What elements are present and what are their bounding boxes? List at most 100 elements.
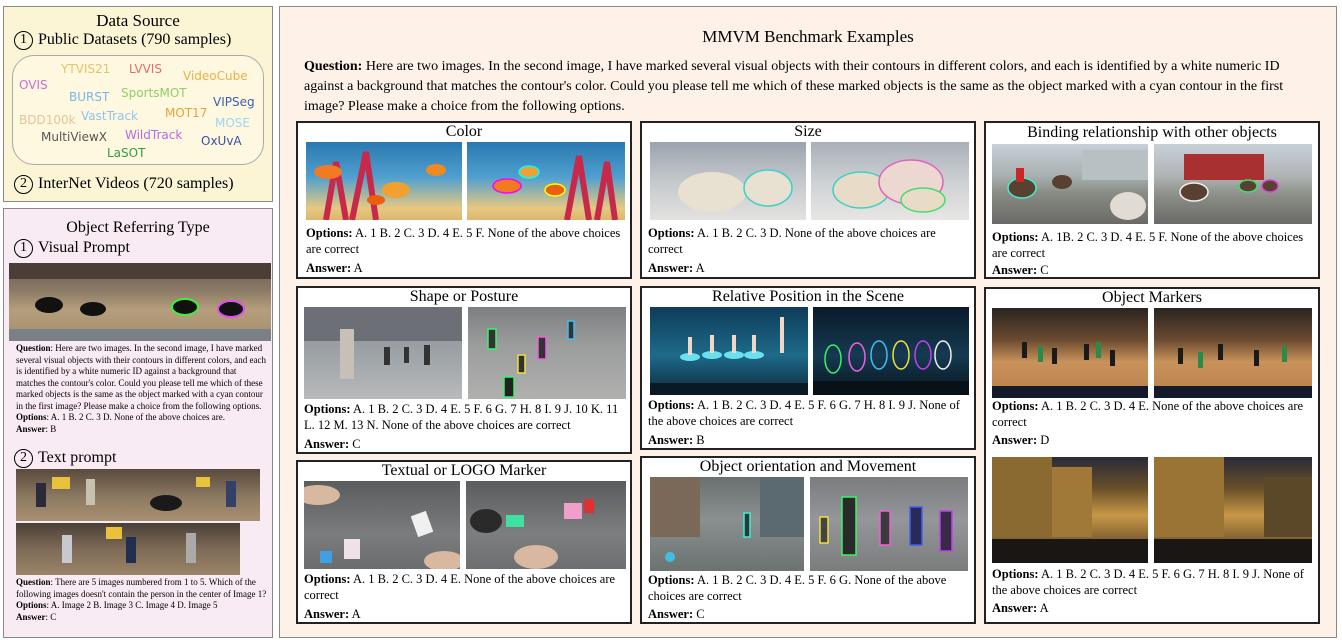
answer-text: B [693,433,705,447]
plaza-figure-2 [487,320,575,398]
text-prompt-label: 2 Text prompt [14,449,116,468]
shape-options: Options: A. 1 B. 2 C. 3 D. 4 E. 5 F. 6 G… [304,401,628,433]
dataset-tag: YTVIS21 [61,62,111,76]
orient-options: Options: A. 1 B. 2 C. 3 D. 4 E. 5 F. 6 G… [648,572,972,604]
dataset-tag: VIPSeg [213,95,255,109]
rodeo-image-bottom [16,523,240,575]
bull-arena-image [9,263,271,341]
dataset-tag: SportsMOT [121,86,187,100]
night-street-image-2 [1154,457,1312,563]
options-text: : A. 1 B. 2 C. 3 D. None of the above ch… [46,412,225,422]
answer-label: Answer: [992,601,1038,615]
textual-title: Textual or LOGO Marker [381,462,547,479]
options-label: Options: [306,226,353,240]
answer-label: Answer: [648,607,694,621]
horse-race-image-1 [992,144,1148,224]
dataset-tag: MultiViewX [41,130,108,144]
markers-options-2: Options: A. 1 B. 2 C. 3 D. 4 E. 5 F. 6 G… [992,566,1316,598]
answer-label: Answer: [992,433,1038,447]
options-label: Options: [648,573,695,587]
markers-example-box: Object Markers Options: A. 1 B. 2 C. 3 D… [984,287,1320,624]
public-datasets-label: 1 Public Datasets (790 samples) [14,31,231,50]
size-options: Options: A. 1 B. 2 C. 3 D. None of the a… [648,225,972,257]
markers-answer-2: Answer: A [992,600,1049,616]
basketball-figure-1 [992,342,1148,398]
markers-title: Object Markers [1102,289,1202,306]
color-example-box: Color Options: A. 1 B. 2 C. 3 D. 4 E. 5 … [296,121,632,279]
horse-race-figure-1 [1007,150,1148,220]
textual-example-box: Textual or LOGO Marker Options: A. 1 B. … [296,460,632,624]
cards-figure-1 [304,485,460,569]
question-label: Question [16,343,51,353]
night-street-figure-1 [992,457,1148,563]
dataset-tag: MOSE [215,116,250,130]
polar-bear-image-1 [650,142,806,220]
options-text: A. 1 B. 2 C. 3 D. 4 E. 5 F. 6 G. 7 H. 8 … [648,398,960,428]
options-label: Options [16,600,47,610]
cards-figure-2 [470,499,594,569]
textual-answer: Answer: A [304,606,361,622]
street-figure-1 [650,477,804,562]
answer-label: Answer: [306,261,352,275]
dataset-tag: VastTrack [81,109,138,123]
public-datasets-text: Public Datasets (790 samples) [38,31,232,48]
visual-prompt-question: Question: Here are two images. In the se… [16,343,268,435]
ballet-image-1 [650,307,808,395]
dataset-tag: BURST [69,90,110,104]
options-text: A. 1B. 2 C. 3 D. 4 E. 5 F. None of the a… [992,230,1304,260]
aquarium-image-2 [467,142,625,220]
answer-text: A [351,261,363,275]
number-two-icon: 2 [14,449,33,468]
visual-prompt-text: Visual Prompt [38,239,130,256]
orient-example-box: Object orientation and Movement Options:… [640,456,976,624]
markers-answer-1: Answer: D [992,432,1049,448]
answer-label: Answer: [992,263,1038,277]
ballet-image-2 [813,307,969,395]
answer-text: A [1037,601,1049,615]
answer-text: C [1037,263,1049,277]
rodeo-bottom-figure [62,527,196,563]
benchmark-question: Question: Here are two images. In the se… [304,57,1314,117]
number-one-icon: 1 [14,31,33,50]
answer-text: A [693,261,705,275]
aquarium-image-1 [306,142,462,220]
ballet-figure-2 [813,340,969,395]
answer-label: Answer: [648,433,694,447]
plaza-image-1 [304,307,462,399]
orient-answer: Answer: C [648,606,705,622]
polar-bear-figure-2 [832,159,946,213]
answer-label: Answer: [648,261,694,275]
options-text: A. 1 B. 2 C. 3 D. 4 E. None of the above… [304,572,616,602]
question-label: Question [16,577,51,587]
dataset-tag: WildTrack [125,128,183,142]
shape-title: Shape or Posture [409,288,519,305]
rodeo-top-figure [36,477,236,511]
options-label: Options: [992,230,1039,244]
street-figure-2 [819,496,953,556]
text-prompt-question: Question: There are 5 images numbered fr… [16,577,268,623]
question-text: : There are 5 images numbered from 1 to … [16,577,267,599]
basketball-image-2 [1154,308,1312,398]
street-image-1 [650,477,804,571]
options-text: A. 1 B. 2 C. 3 D. 4 E. 5 F. None of the … [306,226,621,256]
question-label: Question: [304,59,363,74]
options-text: A. 1 B. 2 C. 3 D. 4 E. None of the above… [992,399,1304,429]
textual-options: Options: A. 1 B. 2 C. 3 D. 4 E. None of … [304,571,628,603]
polar-bear-figure-1 [678,169,793,212]
visual-prompt-label: 1 Visual Prompt [14,239,130,258]
answer-label: Answer [16,611,46,622]
relpos-options: Options: A. 1 B. 2 C. 3 D. 4 E. 5 F. 6 G… [648,397,972,429]
plaza-image-2 [468,307,626,399]
answer-text: C [349,437,361,451]
relpos-example-box: Relative Position in the Scene Options: … [640,286,976,450]
dataset-tag: MOT17 [165,106,208,120]
number-two-icon: 2 [14,175,33,194]
options-text: : A. Image 2 B. Image 3 C. Image 4 D. Im… [46,600,218,610]
dataset-cloud: YTVIS21 LVVIS OVIS VideoCube BURST Sport… [12,55,264,165]
answer-text: : B [45,423,57,434]
size-title: Size [794,123,822,140]
color-answer: Answer: A [306,260,363,276]
answer-text: C [693,607,705,621]
answer-text: A [349,607,361,621]
cards-image-2 [466,481,626,569]
